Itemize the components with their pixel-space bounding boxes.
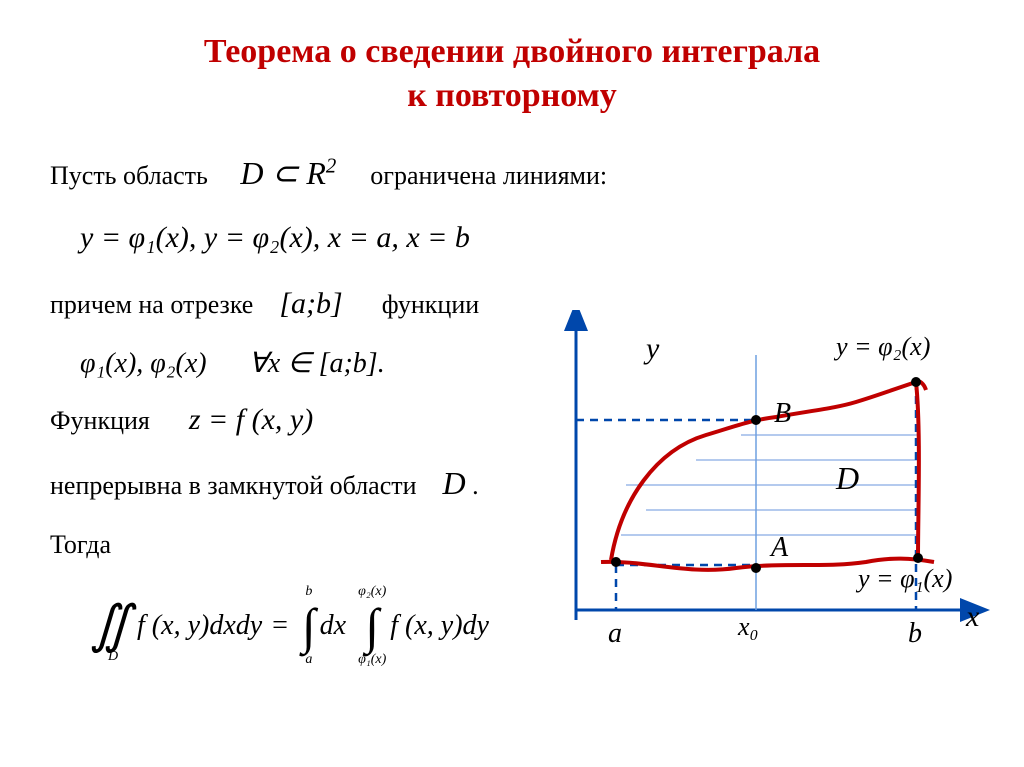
- label-phi1: y = φ₁(x): [858, 564, 952, 594]
- label-A: A: [771, 532, 788, 564]
- double-integral-symbol: ∬D: [90, 603, 131, 650]
- point-B: [751, 415, 761, 425]
- text-functions: функции: [382, 290, 480, 319]
- label-D: D: [836, 460, 859, 497]
- inner-integral: φ₂(x) ∫ φ₁(x): [358, 585, 386, 667]
- math-zfxy: z = f (x, y): [189, 403, 313, 436]
- point-A: [751, 563, 761, 573]
- integral-eq: =: [272, 604, 288, 649]
- label-a: a: [608, 618, 622, 650]
- text-let: Пусть область: [50, 161, 208, 190]
- text-function-word: Функция: [50, 406, 150, 435]
- outer-integral: b ∫ a: [302, 585, 316, 667]
- label-x: x: [966, 600, 979, 634]
- math-D: D: [443, 465, 466, 501]
- point-top-right: [911, 377, 921, 387]
- label-B: B: [774, 398, 791, 430]
- formula-boundaries: y = φ₁(x), y = φ₂(x), x = a, x = b: [80, 214, 984, 262]
- integral-rhs: f (x, y)dy: [390, 604, 489, 649]
- line-let-region: Пусть область D ⊂ R2 ограничена линиями:: [50, 148, 984, 199]
- math-segment: [a;b]: [279, 287, 342, 320]
- diagram-svg: [526, 310, 996, 670]
- diagram: y x a b x₀ A B D y = φ₁(x) y = φ₂(x): [526, 310, 996, 670]
- curve-phi2: [611, 381, 926, 560]
- title-line-1: Теорема о сведении двойного интеграла: [204, 33, 820, 70]
- text-bounded: ограничена линиями:: [370, 161, 607, 190]
- label-phi2: y = φ₂(x): [836, 332, 930, 362]
- math-d-subset: D ⊂ R2: [240, 155, 344, 191]
- point-bottom-right: [913, 553, 923, 563]
- integral-dx: dx: [320, 604, 346, 649]
- label-x0: x₀: [738, 612, 759, 642]
- text-continuous: непрерывна в замкнутой области: [50, 471, 417, 500]
- label-y: y: [646, 332, 659, 366]
- point-left: [611, 557, 621, 567]
- title-line-2: к повторному: [407, 77, 617, 114]
- text-on-segment: причем на отрезке: [50, 290, 253, 319]
- label-b: b: [908, 618, 922, 650]
- page-title: Теорема о сведении двойного интеграла к …: [0, 0, 1024, 128]
- integral-lhs: f (x, y)dxdy: [137, 604, 262, 649]
